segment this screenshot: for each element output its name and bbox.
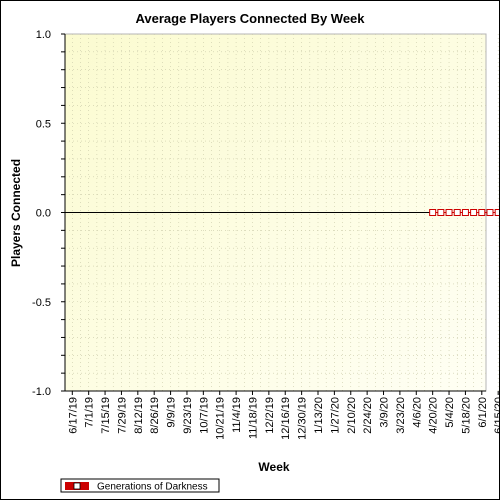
y-tick-label: -1.0 (32, 386, 51, 398)
x-tick-label: 7/15/19 (100, 397, 112, 434)
data-point-marker (453, 209, 461, 216)
x-tick-label: 3/9/20 (379, 397, 391, 428)
y-tick-labels: 1.0 0.5 0.0 -0.5 -1.0 (32, 29, 51, 398)
x-tick-label: 12/30/19 (297, 397, 309, 440)
x-tick-label: 4/6/20 (411, 397, 423, 428)
data-point-marker (478, 209, 486, 216)
x-tick-label: 2/24/20 (362, 397, 374, 434)
x-tick-label: 12/2/19 (264, 397, 276, 434)
y-tick-label: -0.5 (32, 297, 51, 309)
data-point-marker (461, 209, 469, 216)
y-tick-label: 0.5 (36, 118, 51, 130)
x-tick-label: 10/21/19 (215, 397, 227, 440)
x-tick-label: 11/4/19 (231, 397, 243, 433)
data-point-marker (470, 209, 478, 216)
data-point-marker (494, 209, 499, 216)
x-tick-label: 1/27/20 (329, 397, 341, 434)
x-tick-label: 8/26/19 (149, 397, 161, 434)
y-tick-label: 1.0 (36, 29, 51, 41)
x-tick-label: 5/18/20 (460, 397, 472, 434)
x-tick-label: 7/1/19 (84, 397, 96, 428)
x-axis-title: Week (258, 460, 289, 474)
data-point-marker (429, 209, 437, 216)
data-point-marker (486, 209, 494, 216)
axes (61, 33, 499, 395)
y-axis-title: Players Connected (9, 159, 23, 267)
x-tick-label: 9/23/19 (182, 397, 194, 434)
series-markers (429, 209, 499, 216)
x-tick-label: 2/10/20 (346, 397, 358, 434)
x-tick-labels: 6/17/19 7/1/19 7/15/19 7/29/19 8/12/19 8/26/1… (67, 397, 499, 440)
legend-label: Generations of Darkness (97, 482, 208, 493)
x-tick-label: 7/29/19 (116, 397, 128, 434)
legend: Generations of Darkness (60, 478, 220, 493)
legend-marker (73, 482, 81, 490)
x-tick-label: 6/17/19 (67, 397, 79, 434)
x-tick-label: 10/7/19 (198, 397, 210, 434)
x-tick-label: 1/13/20 (313, 397, 325, 434)
x-tick-label: 8/12/19 (133, 397, 145, 434)
y-tick-label: 0.0 (36, 208, 51, 220)
x-tick-label: 11/18/19 (247, 397, 259, 439)
x-tick-label: 12/16/19 (280, 397, 292, 440)
legend-box (60, 478, 220, 493)
x-tick-label: 3/23/20 (395, 397, 407, 434)
x-tick-label: 6/15/20 (493, 397, 499, 434)
x-tick-label: 9/9/19 (166, 397, 178, 428)
x-tick-label: 4/20/20 (428, 397, 440, 434)
data-point-marker (437, 209, 445, 216)
data-point-marker (445, 209, 453, 216)
chart-title: Average Players Connected By Week (135, 11, 365, 26)
x-tick-label: 6/1/20 (477, 397, 489, 428)
x-tick-label: 5/4/20 (444, 397, 456, 428)
